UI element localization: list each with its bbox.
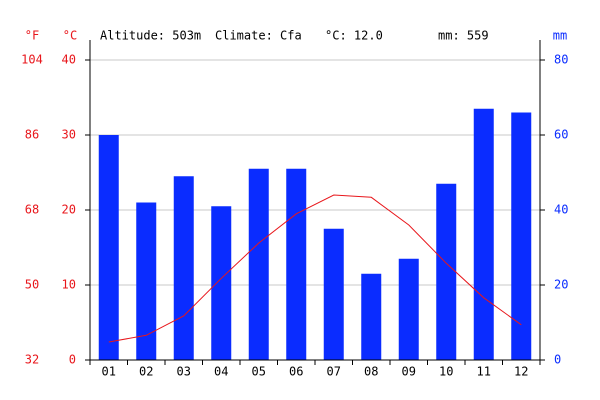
y2-tick-label: 0 (554, 353, 561, 367)
bar (361, 273, 382, 360)
x-tick-label: 12 (514, 365, 528, 379)
bar (323, 228, 344, 360)
x-tick-label: 06 (289, 365, 303, 379)
f-unit: °F (25, 29, 39, 43)
x-tick-label: 05 (252, 365, 266, 379)
temperature-line (108, 194, 522, 343)
bar (248, 168, 269, 360)
mm-unit: mm (553, 29, 567, 43)
bar (473, 108, 494, 360)
f-tick-label: 50 (25, 278, 39, 292)
y2-tick-label: 60 (554, 128, 568, 142)
x-tick-label: 11 (477, 365, 491, 379)
f-tick-label: 86 (25, 128, 39, 142)
total-precip: mm: 559 (438, 29, 489, 43)
mean-temp: °C: 12.0 (325, 29, 383, 43)
bar (173, 176, 194, 360)
x-tick-label: 04 (214, 365, 228, 379)
x-tick-label: 09 (402, 365, 416, 379)
y-tick-label: 10 (62, 278, 76, 292)
c-unit: °C (63, 29, 77, 43)
x-tick-label: 01 (102, 365, 116, 379)
y-tick-label: 20 (62, 203, 76, 217)
f-tick-label: 32 (25, 353, 39, 367)
y2-tick-label: 20 (554, 278, 568, 292)
f-tick-label: 68 (25, 203, 39, 217)
x-tick-label: 07 (327, 365, 341, 379)
bar (286, 168, 307, 360)
x-tick-label: 02 (139, 365, 153, 379)
bar (98, 135, 119, 360)
bar (398, 258, 419, 360)
x-tick-label: 10 (439, 365, 453, 379)
bar (436, 183, 457, 360)
x-tick-label: 08 (364, 365, 378, 379)
y2-tick-label: 40 (554, 203, 568, 217)
bar (211, 206, 232, 360)
y-tick-label: 30 (62, 128, 76, 142)
f-tick-label: 104 (21, 53, 43, 67)
y-tick-label: 40 (62, 53, 76, 67)
altitude: Altitude: 503m (100, 29, 201, 43)
bar (511, 112, 532, 360)
x-tick-label: 03 (177, 365, 191, 379)
y2-tick-label: 80 (554, 53, 568, 67)
bar (136, 202, 157, 360)
y-tick-label: 0 (69, 353, 76, 367)
climate: Climate: Cfa (215, 29, 302, 43)
